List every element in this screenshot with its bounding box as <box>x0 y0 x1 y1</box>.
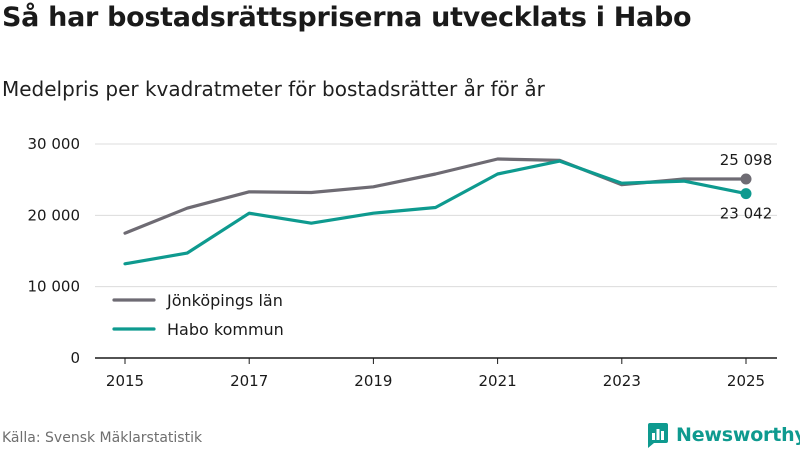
brand-logo: Newsworthy <box>645 421 800 449</box>
x-tick-label: 2023 <box>603 372 641 390</box>
x-tick-label: 2021 <box>479 372 517 390</box>
y-tick-label: 30 000 <box>28 135 81 153</box>
legend-label: Habo kommun <box>167 320 284 339</box>
newsworthy-logo-icon <box>648 423 668 448</box>
end-point-marker <box>740 188 752 200</box>
chart-subtitle: Medelpris per kvadratmeter för bostadsrä… <box>2 77 545 101</box>
brand-name: Newsworthy <box>676 424 800 446</box>
x-tick-label: 2015 <box>106 372 144 390</box>
legend-label: Jönköpings län <box>166 291 283 310</box>
grid-lines <box>95 143 777 288</box>
series-line-habo-kommun <box>123 159 748 266</box>
y-tick-label: 10 000 <box>28 278 81 296</box>
chart-title: Så har bostadsrättspriserna utvecklats i… <box>2 2 692 33</box>
data-labels: 25 098 23 042 <box>720 151 773 223</box>
end-value-label: 23 042 <box>720 205 773 223</box>
axes: 0 10 000 20 000 30 000 2015 2017 2019 2021 2023 2… <box>28 135 777 390</box>
end-value-label: 25 098 <box>720 151 773 169</box>
series-lines <box>123 157 752 266</box>
series-line-jonkopings-lan <box>123 157 748 235</box>
x-tick-label: 2025 <box>727 372 765 390</box>
x-tick-label: 2019 <box>354 372 392 390</box>
y-tick-label: 0 <box>70 349 80 367</box>
x-tick-label: 2017 <box>230 372 268 390</box>
end-point-marker <box>740 173 752 185</box>
legend: Jönköpings län Habo kommun <box>112 291 284 339</box>
y-tick-label: 20 000 <box>28 206 81 224</box>
source-note: Källa: Svensk Mäklarstatistik <box>2 430 203 446</box>
